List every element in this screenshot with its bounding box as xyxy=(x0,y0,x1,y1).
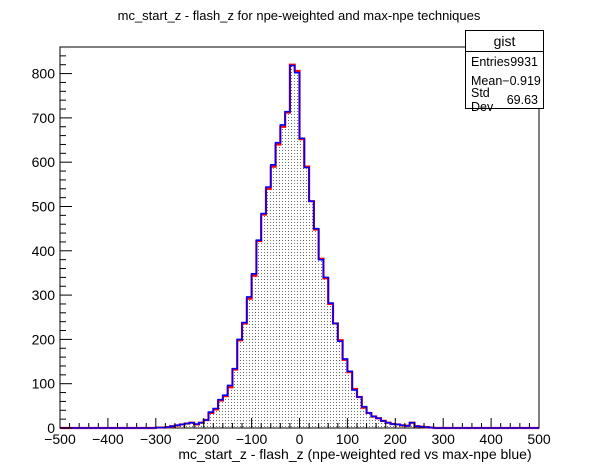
histogram-bin xyxy=(313,229,319,428)
y-tick-label: 300 xyxy=(32,287,56,303)
histogram-bin xyxy=(323,278,329,428)
histogram-bin xyxy=(270,166,276,428)
histogram-bin xyxy=(289,64,295,428)
y-tick-label: 100 xyxy=(32,376,56,392)
chart-title: mc_start_z - flash_z for npe-weighted an… xyxy=(118,8,481,23)
stats-row-mean: Mean −0.919 xyxy=(466,71,543,90)
histogram-bin xyxy=(409,422,415,428)
histogram-bin xyxy=(352,389,357,428)
histogram-bin xyxy=(404,425,410,428)
histogram-bin xyxy=(309,201,314,428)
histogram-bin xyxy=(222,396,228,428)
histogram-bin xyxy=(208,412,214,428)
histogram-bin xyxy=(390,424,396,428)
histogram-bin xyxy=(285,112,290,428)
x-tick-label: 100 xyxy=(336,431,360,447)
histogram-bin xyxy=(299,139,305,428)
y-tick-label: 700 xyxy=(32,110,56,126)
histogram-bin xyxy=(337,340,343,428)
y-tick-label: 500 xyxy=(32,198,56,214)
stats-box: gist Entries 9931 Mean −0.919 Std Dev 69… xyxy=(465,30,544,114)
histogram-bin xyxy=(361,407,367,428)
y-tick-label: 600 xyxy=(32,154,56,170)
stats-mean-value: −0.919 xyxy=(502,73,541,88)
histogram-bin xyxy=(342,359,348,428)
stats-std-label: Std Dev xyxy=(471,85,494,114)
histogram-bin xyxy=(189,422,195,428)
x-tick-label: 200 xyxy=(384,431,408,447)
histogram-bin xyxy=(174,425,180,428)
y-tick-label: 0 xyxy=(47,420,55,436)
stats-mean-label: Mean xyxy=(471,73,503,88)
histogram-bin xyxy=(356,396,362,428)
histogram-bin xyxy=(232,369,238,428)
histogram-bin xyxy=(256,241,262,428)
histogram-bin xyxy=(184,423,190,428)
x-tick-label: 500 xyxy=(527,431,551,447)
histogram-bin xyxy=(213,409,219,428)
x-axis-label: mc_start_z - flash_z (npe-weighted red v… xyxy=(178,446,531,462)
histogram-bin xyxy=(328,303,334,428)
histogram-bin xyxy=(347,372,353,428)
x-tick-label: 0 xyxy=(296,431,304,447)
stats-entries-value: 9931 xyxy=(510,54,538,69)
histogram-bin xyxy=(251,275,257,428)
x-tick-label: −500 xyxy=(44,431,76,447)
y-tick-label: 200 xyxy=(32,331,56,347)
histogram-bin xyxy=(380,420,386,428)
axes: −500 −400 −300 −200 −100 0 100 200 300 400 500 0 100… xyxy=(32,46,551,447)
histogram-bin xyxy=(304,166,310,428)
stats-entries-label: Entries xyxy=(471,54,510,69)
histogram-bin xyxy=(261,214,266,428)
y-tick-label: 400 xyxy=(32,243,56,259)
histogram-bin xyxy=(203,420,209,428)
histogram-bin xyxy=(385,422,391,428)
x-tick-label: 300 xyxy=(432,431,456,447)
histogram-bin xyxy=(333,323,338,428)
histogram-bin xyxy=(194,424,199,428)
histogram-bin xyxy=(366,412,372,428)
histogram-bin xyxy=(371,416,377,428)
x-tick-label: −200 xyxy=(188,431,220,447)
stats-row-entries: Entries 9931 xyxy=(466,52,543,71)
x-tick-label: −300 xyxy=(140,431,172,447)
histogram-bin xyxy=(198,422,204,428)
x-tick-label: −100 xyxy=(236,431,268,447)
histogram-bin xyxy=(318,258,324,428)
histogram-bin xyxy=(237,340,243,428)
histogram-bin xyxy=(395,424,401,428)
histogram-bin xyxy=(294,70,300,429)
histogram-bin xyxy=(227,387,233,428)
x-tick-label: 400 xyxy=(479,431,503,447)
histogram-bin xyxy=(246,298,252,428)
histogram-bin xyxy=(242,323,247,428)
stats-row-std: Std Dev 69.63 xyxy=(466,86,543,114)
histogram-bin xyxy=(275,144,281,428)
x-tick-label: −400 xyxy=(92,431,124,447)
histogram-bars xyxy=(155,64,434,429)
histogram-bin xyxy=(218,400,223,428)
histogram-bin xyxy=(265,188,271,428)
stats-title: gist xyxy=(466,31,543,52)
histogram-bin xyxy=(400,425,405,428)
y-tick-label: 800 xyxy=(32,66,56,82)
histogram-bin xyxy=(280,126,286,428)
histogram-bin xyxy=(179,424,185,428)
stats-std-value: 69.63 xyxy=(506,92,538,107)
histogram-bin xyxy=(376,418,381,428)
